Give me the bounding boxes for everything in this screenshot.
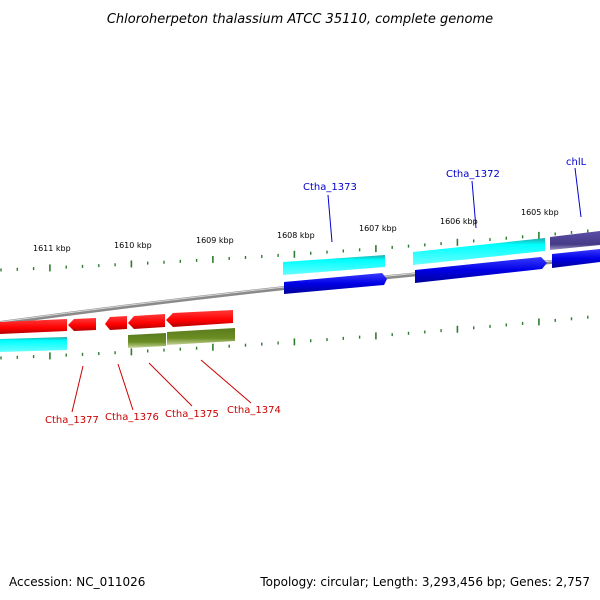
gene-ctha-1374-gene[interactable] [128, 314, 165, 329]
ruler-ticks-top [0, 229, 589, 272]
gene-ctha-1372-gene[interactable] [415, 257, 547, 283]
gene-label-ctha-1373[interactable]: Ctha_1373 [303, 182, 357, 193]
reverse-genes [0, 310, 235, 352]
gene-label-ctha-1375[interactable]: Ctha_1375 [165, 409, 219, 420]
ruler-label: 1605 kbp [521, 208, 559, 217]
ruler-label: 1607 kbp [359, 224, 397, 233]
ruler-label: 1611 kbp [33, 244, 71, 253]
gene-label-ctha-1377[interactable]: Ctha_1377 [45, 415, 99, 426]
ruler-label: 1609 kbp [196, 236, 234, 245]
gene-ctha-1374b-gene[interactable] [166, 310, 233, 327]
gene-label-ctha-1372[interactable]: Ctha_1372 [446, 169, 500, 180]
ruler-label: 1606 kbp [440, 217, 478, 226]
gene-ctha-1376-gene[interactable] [68, 318, 96, 331]
gene-ctha-1373-gene[interactable] [284, 273, 387, 294]
leader-lines [71, 167, 582, 413]
gene-label-ctha-1374[interactable]: Ctha_1374 [227, 405, 281, 416]
accession-text: Accession: NC_011026 [9, 575, 145, 589]
gene-ctha-1373-cds[interactable] [283, 255, 385, 275]
gene-label-chll[interactable]: chlL [566, 157, 587, 168]
forward-genes [283, 231, 600, 294]
gene-ctha-1372-cds[interactable] [413, 238, 545, 265]
gene-labels: Ctha_1373 Ctha_1372 chlL Ctha_1377 Ctha_… [45, 157, 587, 426]
map-title: Chloroherpeton thalassium ATCC 35110, co… [107, 12, 493, 27]
gene-ctha-1375-gene[interactable] [105, 316, 127, 330]
gene-chll-cds[interactable] [550, 231, 600, 250]
gene-ctha-1377-cds[interactable] [0, 337, 67, 352]
topology-text: Topology: circular; Length: 3,293,456 bp… [259, 575, 590, 589]
gene-ctha-1374-cds[interactable] [167, 328, 235, 345]
ruler-label: 1610 kbp [114, 241, 152, 250]
ruler-label: 1608 kbp [277, 231, 315, 240]
gene-label-ctha-1376[interactable]: Ctha_1376 [105, 412, 159, 423]
ruler-labels: 1611 kbp 1610 kbp 1609 kbp 1608 kbp 1607… [33, 208, 559, 253]
gene-ctha-1375-cds[interactable] [128, 333, 166, 348]
gene-chll-gene[interactable] [552, 249, 600, 268]
gene-ctha-1377-gene[interactable] [0, 319, 67, 334]
ruler-ticks-bottom [0, 315, 589, 360]
